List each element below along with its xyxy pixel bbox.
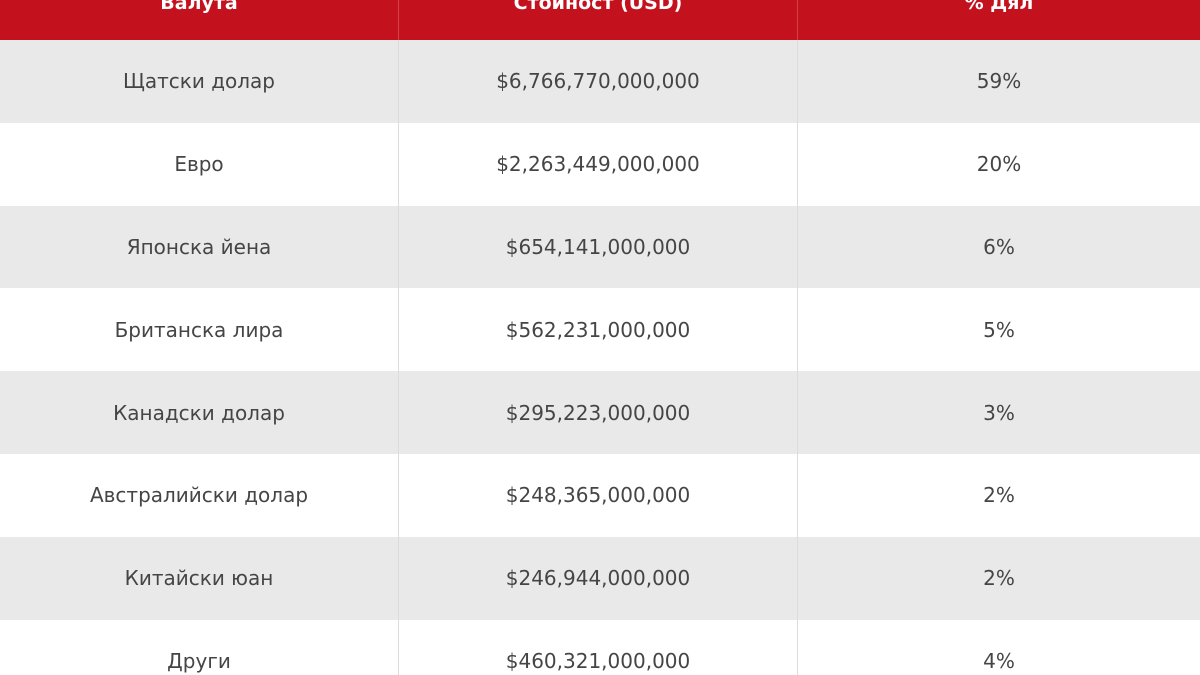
- table-row: Британска лира $562,231,000,000 5%: [0, 288, 1200, 372]
- table-cell: Евро: [174, 152, 224, 177]
- table-row: Евро $2,263,449,000,000 20%: [0, 122, 1200, 206]
- table-cell: $654,141,000,000: [398, 205, 798, 289]
- table-row: Японска йена $654,141,000,000 6%: [0, 205, 1200, 289]
- table-cell: 2%: [983, 483, 1015, 508]
- table-cell: Японска йена: [126, 234, 272, 259]
- table-cell: 3%: [983, 400, 1015, 425]
- table-cell: 6%: [983, 234, 1015, 259]
- table-cell: $460,321,000,000: [398, 619, 798, 675]
- table-row: Щатски долар $6,766,770,000,000 59%: [0, 40, 1200, 123]
- table-cell: 5%: [983, 317, 1015, 342]
- table-row: Канадски долар $295,223,000,000 3%: [0, 371, 1200, 454]
- table-cell: 2%: [983, 566, 1015, 591]
- table-cell: $248,365,000,000: [398, 454, 798, 537]
- table-cell: Други: [167, 648, 231, 673]
- header-cell: Валута: [160, 0, 238, 14]
- table-cell: Австралийски долар: [89, 483, 309, 508]
- table-cell: 59%: [976, 69, 1022, 94]
- table-cell: $2,263,449,000,000: [398, 122, 798, 206]
- table-header: Валута Стойност (USD) % Дял: [0, 0, 1200, 40]
- table-row: Други $460,321,000,000 4%: [0, 619, 1200, 675]
- table-cell: Щатски долар: [122, 69, 275, 94]
- table-row: Китайски юан $246,944,000,000 2%: [0, 536, 1200, 620]
- table-cell: Канадски долар: [113, 400, 285, 425]
- table-cell: $246,944,000,000: [398, 536, 798, 620]
- table-cell: $6,766,770,000,000: [398, 40, 798, 123]
- header-cell: Стойност (USD): [398, 0, 798, 40]
- table-cell: 20%: [976, 152, 1022, 177]
- table-cell: $562,231,000,000: [398, 288, 798, 372]
- header-cell: % Дял: [964, 0, 1034, 14]
- table-cell: 4%: [983, 648, 1015, 673]
- table-cell: Китайски юан: [124, 566, 274, 591]
- table-row: Австралийски долар $248,365,000,000 2%: [0, 454, 1200, 537]
- table-cell: Британска лира: [114, 317, 284, 342]
- table-cell: $295,223,000,000: [398, 371, 798, 454]
